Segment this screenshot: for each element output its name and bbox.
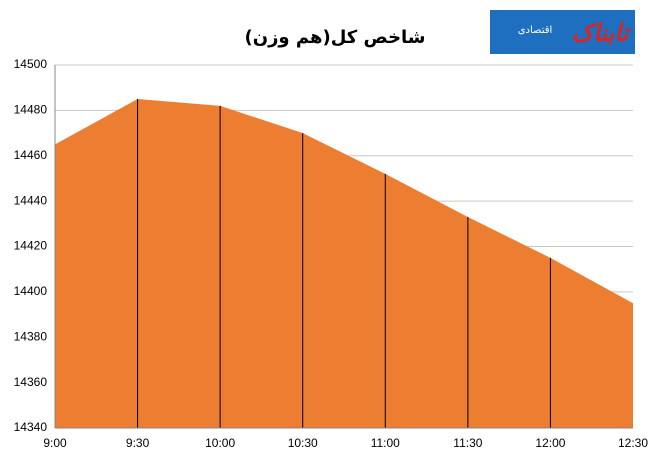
- chart-title: شاخص کل(هم وزن): [244, 27, 425, 48]
- x-tick-label: 11:30: [453, 436, 482, 450]
- logo: تابناک اقتصادی: [490, 10, 635, 54]
- y-tick-label: 14420: [14, 239, 48, 253]
- x-tick-label: 12:30: [618, 436, 648, 450]
- y-tick-label: 14460: [14, 148, 48, 162]
- y-tick-label: 14360: [14, 375, 48, 389]
- y-tick-label: 14380: [14, 329, 48, 343]
- x-tick-label: 9:00: [43, 436, 67, 450]
- x-tick-label: 9:30: [126, 436, 150, 450]
- y-tick-label: 14440: [14, 193, 48, 207]
- y-tick-label: 14480: [14, 103, 48, 117]
- logo-name: تابناک: [572, 19, 632, 47]
- x-tick-label: 10:00: [205, 436, 235, 450]
- area: [55, 99, 633, 428]
- x-tick-label: 10:30: [288, 436, 318, 450]
- logo-box: [490, 10, 635, 54]
- y-tick-label: 14500: [14, 57, 48, 71]
- y-tick-label: 14400: [14, 284, 48, 298]
- x-tick-label: 12:00: [535, 436, 565, 450]
- y-tick-label: 14340: [14, 420, 48, 434]
- logo-sub: اقتصادی: [518, 25, 553, 36]
- x-tick-label: 11:00: [371, 436, 400, 450]
